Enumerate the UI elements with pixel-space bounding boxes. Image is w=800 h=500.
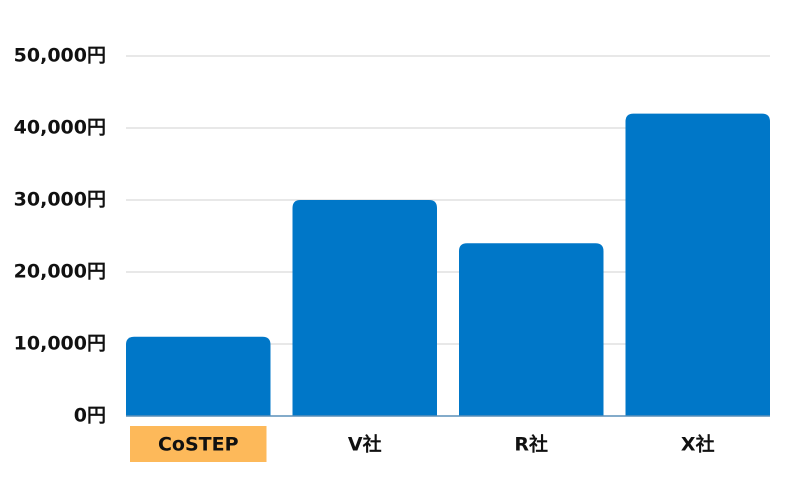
- y-tick-label: 10,000円: [14, 333, 106, 355]
- y-tick-label: 20,000円: [14, 261, 106, 283]
- y-tick-label: 30,000円: [14, 189, 106, 211]
- category-highlight: [130, 426, 267, 462]
- y-tick-label: 0円: [74, 405, 106, 427]
- x-tick-label: V社: [348, 433, 382, 456]
- bar: [459, 243, 604, 416]
- bar: [126, 336, 271, 416]
- x-tick-label: X社: [681, 433, 715, 456]
- y-tick-label: 40,000円: [14, 117, 106, 139]
- bar: [625, 113, 770, 416]
- x-tick-label: R社: [514, 433, 548, 456]
- y-tick-label: 50,000円: [14, 45, 106, 67]
- bar: [292, 200, 437, 416]
- x-tick-label: CoSTEP: [158, 434, 239, 456]
